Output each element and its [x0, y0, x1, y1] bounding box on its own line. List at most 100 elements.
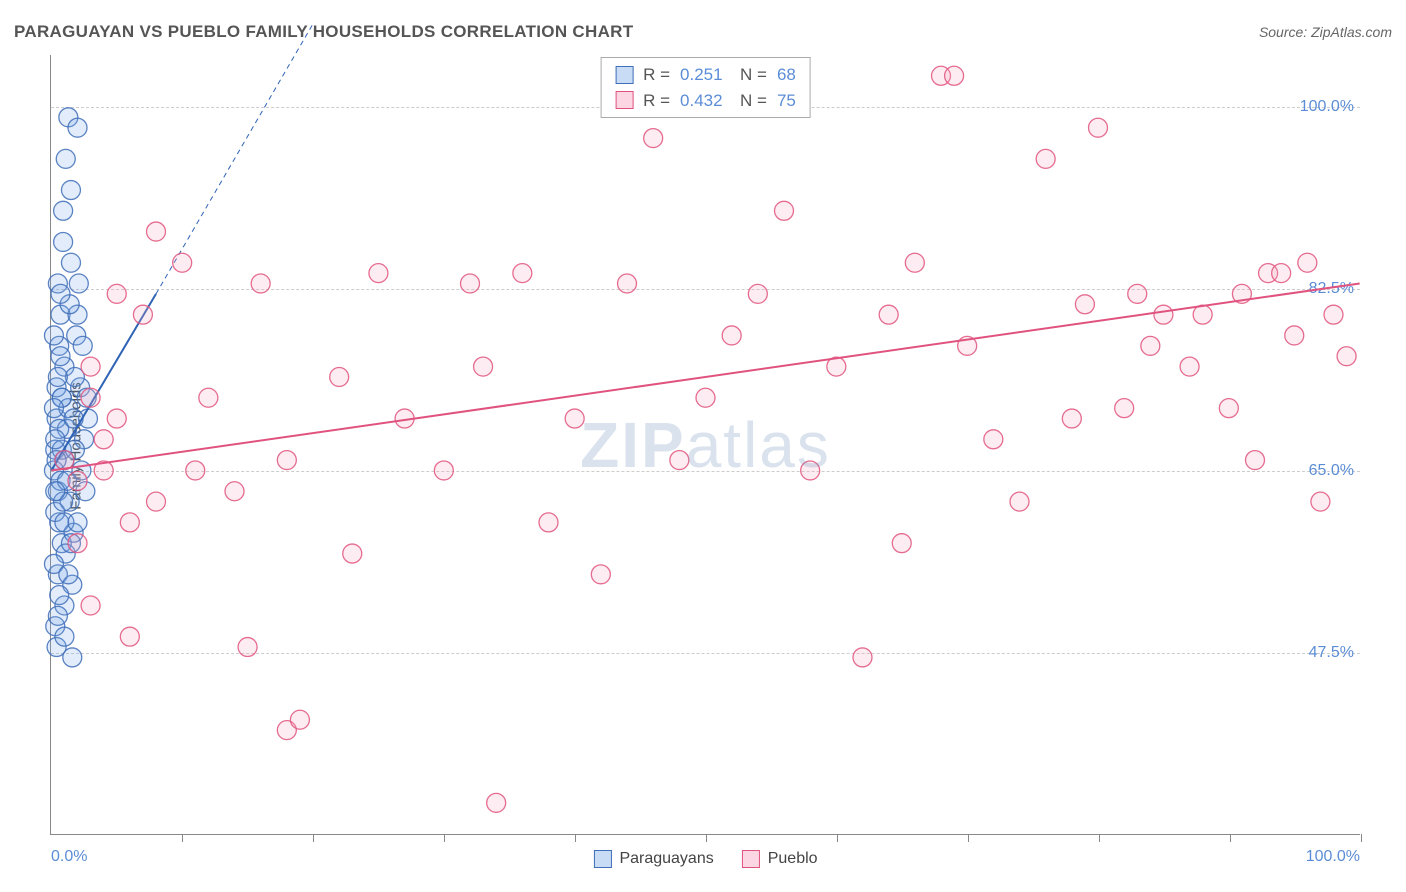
scatter-point-paraguayans: [56, 149, 75, 168]
scatter-point-pueblo: [277, 451, 296, 470]
scatter-point-pueblo: [120, 513, 139, 532]
scatter-point-pueblo: [487, 793, 506, 812]
legend-bottom: Paraguayans Pueblo: [593, 850, 817, 868]
scatter-point-paraguayans: [48, 367, 67, 386]
scatter-point-paraguayans: [68, 118, 87, 137]
scatter-point-pueblo: [68, 534, 87, 553]
legend-label: Pueblo: [768, 850, 818, 868]
stats-legend-box: R = 0.251 N = 68 R = 0.432 N = 75: [600, 57, 811, 118]
scatter-point-paraguayans: [59, 565, 78, 584]
scatter-point-pueblo: [147, 222, 166, 241]
scatter-point-pueblo: [1219, 399, 1238, 418]
x-tick: [1099, 834, 1100, 842]
scatter-point-paraguayans: [73, 336, 92, 355]
trendline-pueblo: [51, 284, 1359, 471]
scatter-point-pueblo: [1128, 284, 1147, 303]
chart-container: PARAGUAYAN VS PUEBLO FAMILY HOUSEHOLDS C…: [0, 0, 1406, 892]
scatter-point-pueblo: [1141, 336, 1160, 355]
x-tick: [313, 834, 314, 842]
legend-item-a: Paraguayans: [593, 850, 713, 868]
swatch-icon: [593, 850, 611, 868]
scatter-point-pueblo: [591, 565, 610, 584]
scatter-point-pueblo: [68, 471, 87, 490]
scatter-point-pueblo: [1062, 409, 1081, 428]
legend-label: Paraguayans: [619, 850, 713, 868]
scatter-point-pueblo: [1311, 492, 1330, 511]
scatter-point-pueblo: [905, 253, 924, 272]
scatter-point-pueblo: [225, 482, 244, 501]
scatter-point-pueblo: [670, 451, 689, 470]
scatter-svg-layer: [51, 55, 1360, 834]
scatter-point-pueblo: [1298, 253, 1317, 272]
scatter-point-pueblo: [945, 66, 964, 85]
scatter-point-pueblo: [775, 201, 794, 220]
scatter-point-pueblo: [461, 274, 480, 293]
scatter-point-pueblo: [1036, 149, 1055, 168]
scatter-point-pueblo: [199, 388, 218, 407]
scatter-point-pueblo: [238, 638, 257, 657]
r-label: R =: [643, 88, 670, 114]
scatter-point-paraguayans: [68, 513, 87, 532]
scatter-point-pueblo: [1285, 326, 1304, 345]
r-value: 0.251: [680, 62, 730, 88]
scatter-point-pueblo: [1154, 305, 1173, 324]
scatter-point-pueblo: [94, 430, 113, 449]
scatter-point-pueblo: [107, 409, 126, 428]
scatter-point-pueblo: [748, 284, 767, 303]
scatter-point-pueblo: [133, 305, 152, 324]
stats-row-series-a: R = 0.251 N = 68: [615, 62, 796, 88]
scatter-point-paraguayans: [51, 284, 70, 303]
scatter-point-pueblo: [539, 513, 558, 532]
scatter-point-pueblo: [290, 710, 309, 729]
scatter-point-pueblo: [330, 367, 349, 386]
x-tick: [1230, 834, 1231, 842]
scatter-point-pueblo: [107, 284, 126, 303]
scatter-point-pueblo: [1010, 492, 1029, 511]
plot-area: R = 0.251 N = 68 R = 0.432 N = 75 ZIPatl…: [50, 55, 1360, 835]
scatter-point-pueblo: [1180, 357, 1199, 376]
x-axis-min-label: 0.0%: [51, 848, 87, 866]
legend-item-b: Pueblo: [742, 850, 818, 868]
scatter-point-pueblo: [984, 430, 1003, 449]
scatter-point-paraguayans: [44, 399, 63, 418]
scatter-point-paraguayans: [64, 409, 83, 428]
x-tick: [575, 834, 576, 842]
scatter-point-pueblo: [565, 409, 584, 428]
scatter-point-pueblo: [1193, 305, 1212, 324]
x-tick: [837, 834, 838, 842]
scatter-point-paraguayans: [48, 606, 67, 625]
scatter-point-paraguayans: [54, 201, 73, 220]
scatter-point-pueblo: [147, 492, 166, 511]
scatter-point-pueblo: [892, 534, 911, 553]
scatter-point-paraguayans: [50, 586, 69, 605]
scatter-point-pueblo: [343, 544, 362, 563]
scatter-point-paraguayans: [44, 326, 63, 345]
swatch-icon: [742, 850, 760, 868]
n-value: 75: [777, 88, 796, 114]
scatter-point-pueblo: [1272, 264, 1291, 283]
scatter-point-pueblo: [1246, 451, 1265, 470]
scatter-point-paraguayans: [61, 181, 80, 200]
scatter-point-paraguayans: [55, 627, 74, 646]
scatter-point-paraguayans: [51, 347, 70, 366]
n-value: 68: [777, 62, 796, 88]
scatter-point-pueblo: [173, 253, 192, 272]
scatter-point-pueblo: [696, 388, 715, 407]
source-attribution: Source: ZipAtlas.com: [1259, 24, 1392, 40]
n-label: N =: [740, 62, 767, 88]
scatter-point-pueblo: [1089, 118, 1108, 137]
scatter-point-pueblo: [81, 388, 100, 407]
r-label: R =: [643, 62, 670, 88]
stats-row-series-b: R = 0.432 N = 75: [615, 88, 796, 114]
scatter-point-pueblo: [81, 596, 100, 615]
scatter-point-paraguayans: [54, 232, 73, 251]
scatter-point-pueblo: [1337, 347, 1356, 366]
scatter-point-pueblo: [369, 264, 388, 283]
x-axis-max-label: 100.0%: [1306, 848, 1360, 866]
scatter-point-pueblo: [1324, 305, 1343, 324]
scatter-point-pueblo: [513, 264, 532, 283]
scatter-point-pueblo: [186, 461, 205, 480]
r-value: 0.432: [680, 88, 730, 114]
scatter-point-pueblo: [81, 357, 100, 376]
swatch-icon: [615, 66, 633, 84]
